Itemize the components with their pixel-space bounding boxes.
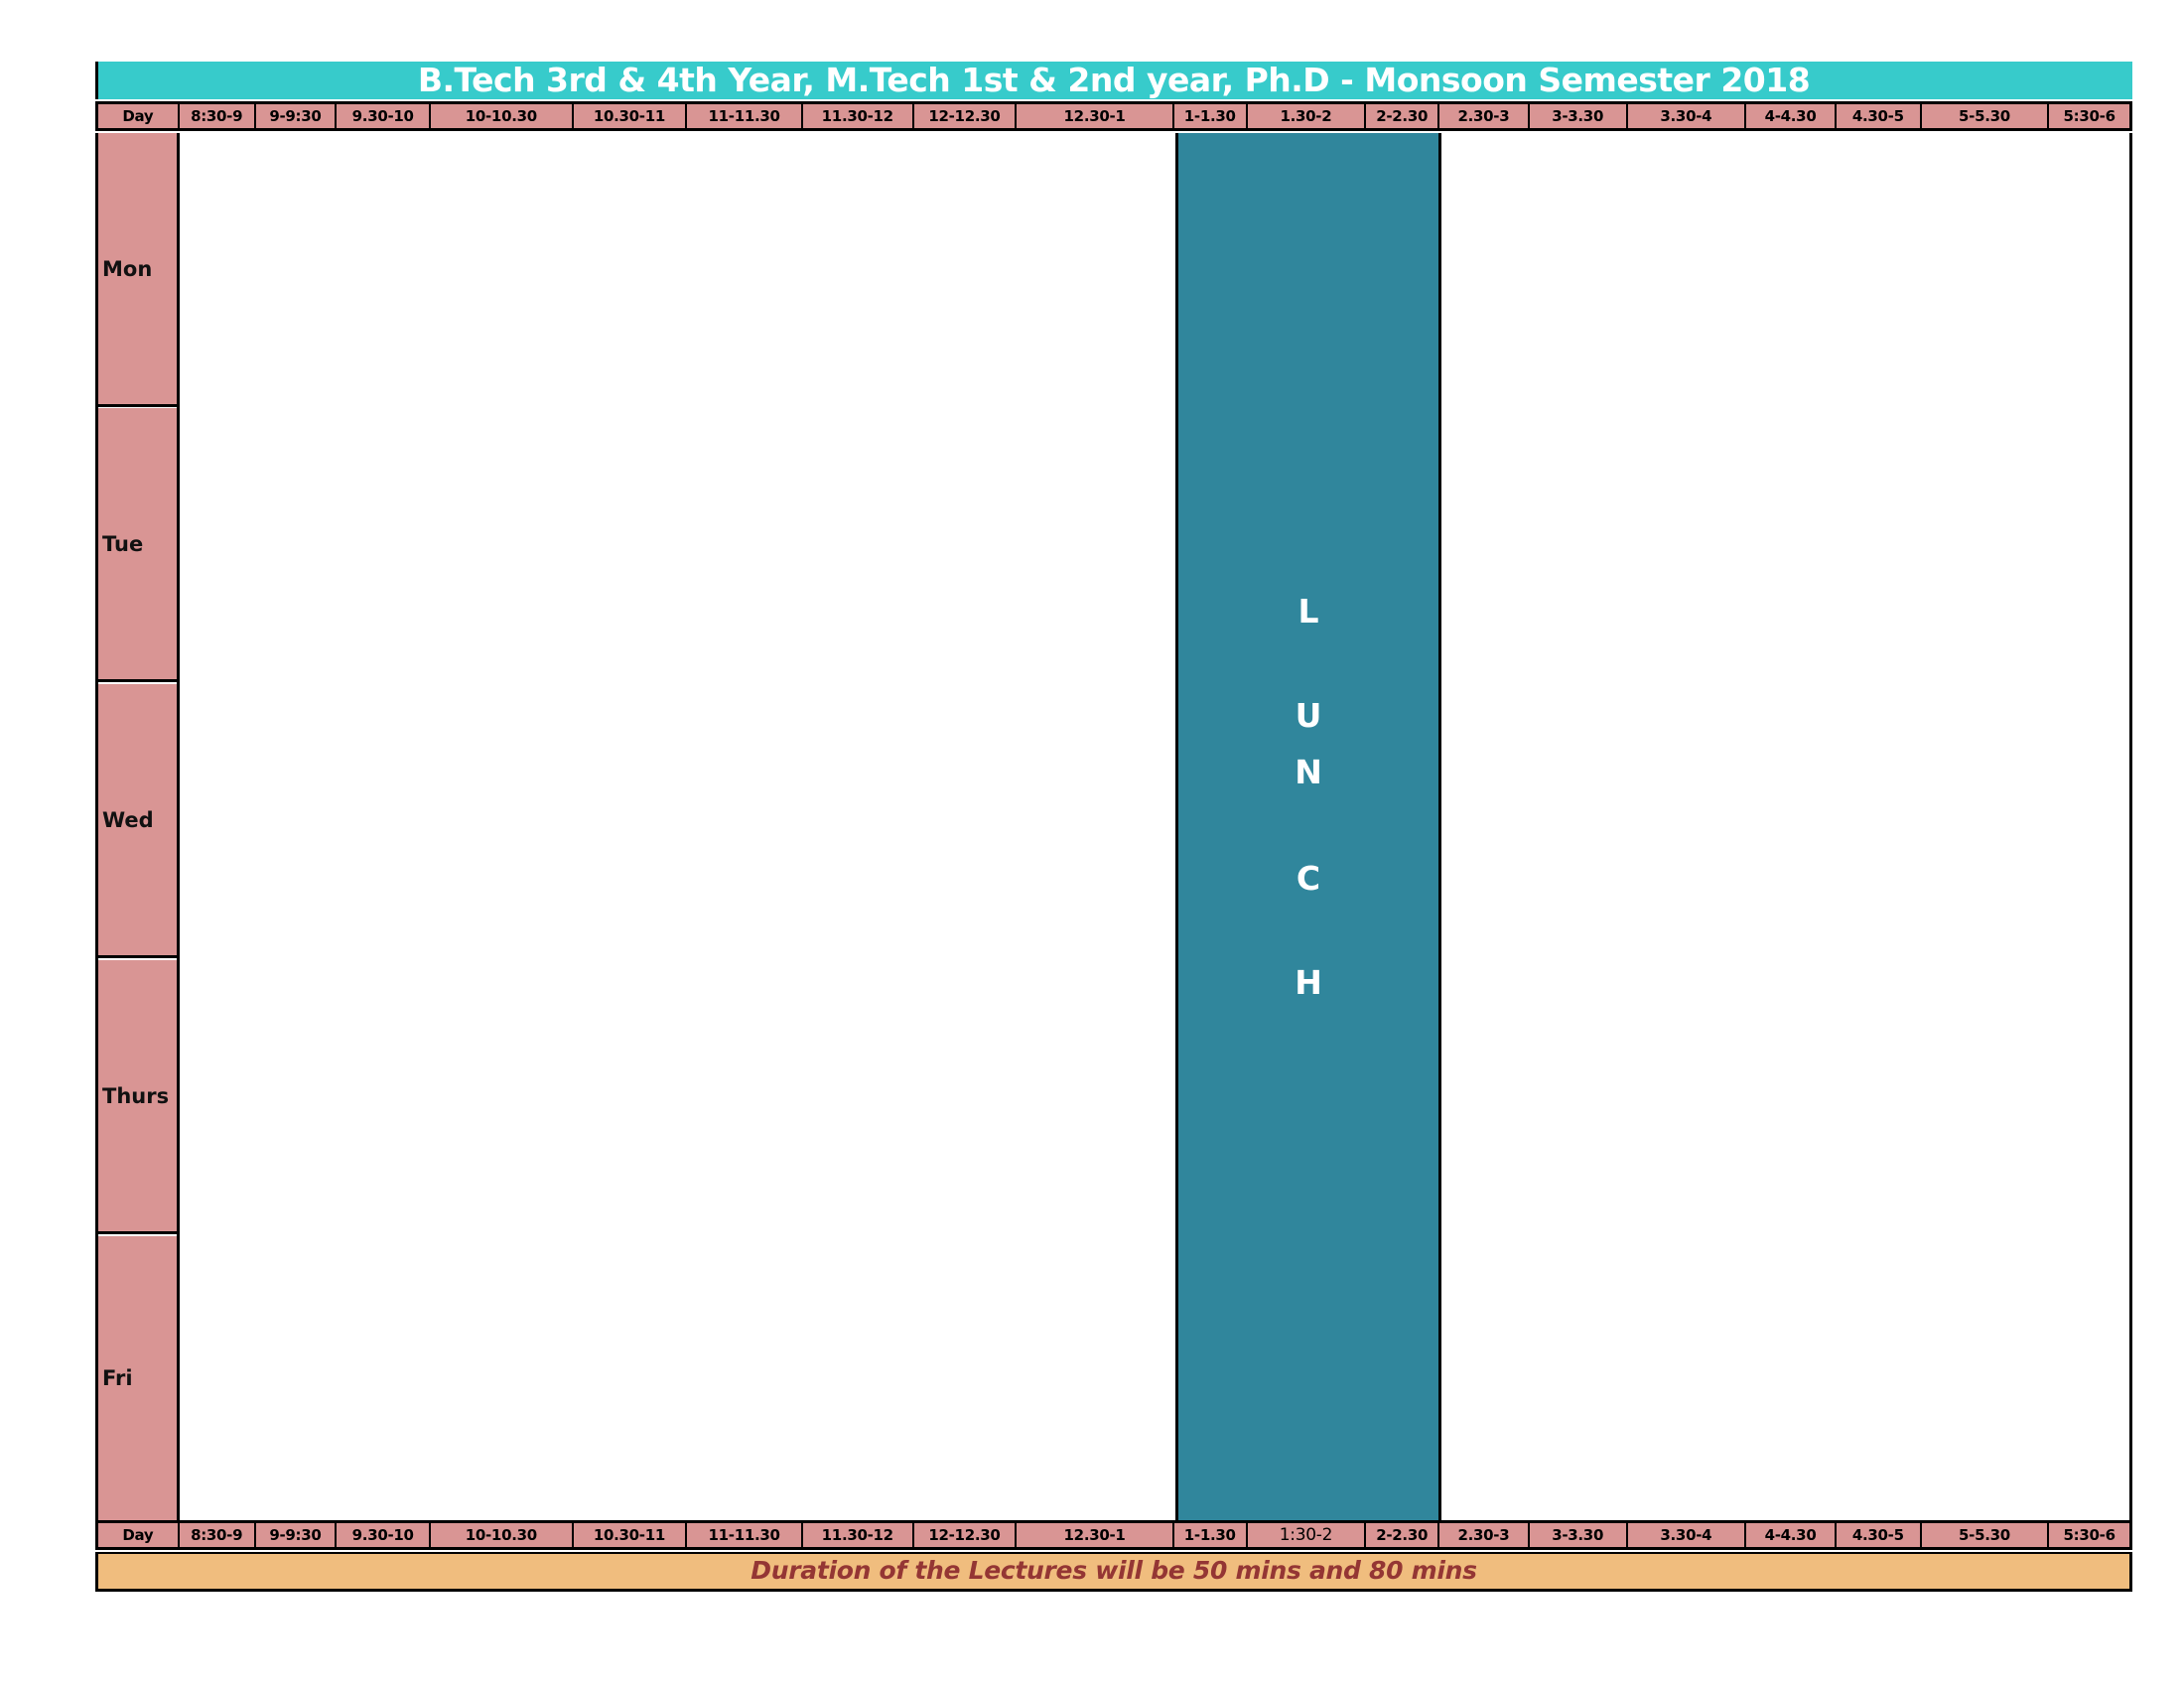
time-slot-cell: 2-2.30 bbox=[1366, 1523, 1440, 1547]
day-label-wed: Wed bbox=[98, 684, 177, 958]
lunch-letter: U bbox=[1295, 696, 1322, 735]
time-slot-cell: 2-2.30 bbox=[1366, 104, 1440, 128]
time-slot-footer-row: Day 8:30-9 9-9:30 9.30-10 10-10.30 10.30… bbox=[95, 1520, 2132, 1550]
lunch-break-block: L U N C H bbox=[1175, 133, 1441, 1520]
time-slot-cell: 4.30-5 bbox=[1837, 1523, 1922, 1547]
timetable-title: B.Tech 3rd & 4th Year, M.Tech 1st & 2nd … bbox=[95, 62, 2132, 99]
time-slot-cell: 9.30-10 bbox=[337, 104, 432, 128]
time-slot-cell: 1-1.30 bbox=[1174, 104, 1248, 128]
time-slot-cell: 9-9:30 bbox=[256, 104, 338, 128]
lunch-letter: N bbox=[1295, 753, 1322, 791]
title-left-border bbox=[95, 62, 98, 99]
time-slot-header-row: Day 8:30-9 9-9:30 9.30-10 10-10.30 10.30… bbox=[95, 101, 2132, 131]
time-slot-cell: 1:30-2 bbox=[1248, 1523, 1367, 1547]
time-slot-cell: 5-5.30 bbox=[1922, 104, 2050, 128]
time-slot-cell: 10.30-11 bbox=[574, 104, 688, 128]
day-label-tue: Tue bbox=[98, 408, 177, 682]
schedule-grid: Mon Tue Wed Thurs Fri L U N C H bbox=[95, 133, 2132, 1520]
day-label-thurs: Thurs bbox=[98, 960, 177, 1234]
time-slot-cell: 4.30-5 bbox=[1837, 104, 1922, 128]
time-slot-cell: 4-4.30 bbox=[1746, 104, 1837, 128]
time-slot-cell: 5-5.30 bbox=[1922, 1523, 2050, 1547]
time-slot-cell: 12-12.30 bbox=[914, 104, 1018, 128]
time-slot-cell: 3.30-4 bbox=[1628, 104, 1747, 128]
lecture-duration-note: Duration of the Lectures will be 50 mins… bbox=[95, 1552, 2132, 1592]
time-slot-cell: 8:30-9 bbox=[180, 104, 256, 128]
time-slot-cell: 2.30-3 bbox=[1439, 1523, 1530, 1547]
time-slot-cell: 12.30-1 bbox=[1017, 1523, 1174, 1547]
time-slot-cell: 1-1.30 bbox=[1174, 1523, 1248, 1547]
time-slot-cell: 9.30-10 bbox=[337, 1523, 432, 1547]
time-slot-cell: 9-9:30 bbox=[256, 1523, 338, 1547]
time-slot-cell: 4-4.30 bbox=[1746, 1523, 1837, 1547]
time-slot-cell: 1.30-2 bbox=[1248, 104, 1367, 128]
lunch-letter: L bbox=[1297, 592, 1319, 631]
time-slot-cell: 11.30-12 bbox=[803, 104, 914, 128]
time-slot-cell: 2.30-3 bbox=[1439, 104, 1530, 128]
time-slot-cell: 10.30-11 bbox=[574, 1523, 688, 1547]
lunch-letter: H bbox=[1295, 963, 1322, 1002]
time-slot-cell: 3-3.30 bbox=[1530, 1523, 1628, 1547]
time-slot-cell: 11.30-12 bbox=[803, 1523, 914, 1547]
time-slot-cell: 8:30-9 bbox=[180, 1523, 256, 1547]
time-slot-cell: 11-11.30 bbox=[687, 1523, 803, 1547]
time-slot-cell: 11-11.30 bbox=[687, 104, 803, 128]
day-column: Mon Tue Wed Thurs Fri bbox=[98, 133, 180, 1520]
day-header-cell: Day bbox=[98, 1523, 180, 1547]
day-header-cell: Day bbox=[98, 104, 180, 128]
time-slot-cell: 5:30-6 bbox=[2063, 1526, 2116, 1544]
time-slot-cell: 3-3.30 bbox=[1530, 104, 1628, 128]
time-slot-cell: 12.30-1 bbox=[1017, 104, 1174, 128]
time-slot-cell: 3.30-4 bbox=[1628, 1523, 1747, 1547]
day-label-mon: Mon bbox=[98, 133, 177, 407]
time-slot-cell: 5:30-6 bbox=[2063, 107, 2116, 125]
time-slot-cell: 10-10.30 bbox=[431, 1523, 574, 1547]
day-label-fri: Fri bbox=[98, 1236, 177, 1520]
time-slot-cell: 10-10.30 bbox=[431, 104, 574, 128]
time-slot-cell: 12-12.30 bbox=[914, 1523, 1018, 1547]
lunch-letter: C bbox=[1296, 859, 1321, 898]
